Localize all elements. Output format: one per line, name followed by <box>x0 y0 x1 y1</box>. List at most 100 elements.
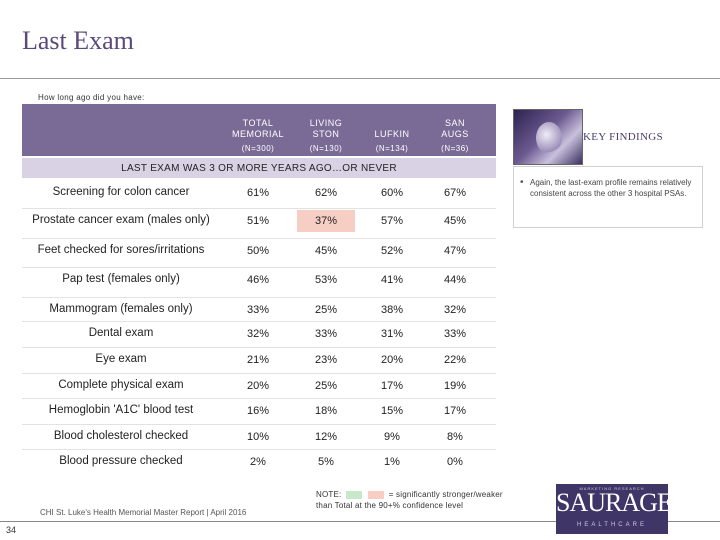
row-divider <box>22 449 496 450</box>
table-cell: 10% <box>246 431 270 443</box>
row-divider <box>22 297 496 298</box>
table-cell: 52% <box>380 245 404 257</box>
table-subheader-band: LAST EXAM WAS 3 OR MORE YEARS AGO…OR NEV… <box>22 158 496 178</box>
note-label: NOTE: <box>316 490 342 499</box>
title-divider <box>0 78 720 79</box>
table-cell: 18% <box>314 405 338 417</box>
survey-question: How long ago did you have: <box>38 93 145 102</box>
key-findings-photo-icon <box>513 109 583 165</box>
row-label: Dental exam <box>88 327 154 339</box>
table-cell: 67% <box>443 187 467 199</box>
column-header: LIVING STON (N=130) <box>294 118 358 154</box>
key-findings-text: Again, the last-exam profile remains rel… <box>530 178 692 198</box>
saurage-logo: MARKETING RESEARCH SAURAGE HEALTHCARE <box>556 484 673 534</box>
table-cell: 41% <box>380 274 404 286</box>
logo-tagline: MARKETING RESEARCH <box>579 486 645 491</box>
column-header-n: (N=300) <box>241 144 275 153</box>
row-label: Eye exam <box>95 353 147 365</box>
table-cell: 32% <box>246 328 270 340</box>
row-label: Complete physical exam <box>58 379 184 391</box>
row-divider <box>22 267 496 268</box>
note-line2: than Total at the 90+% confidence level <box>316 501 464 510</box>
table-cell: 2% <box>250 456 266 468</box>
table-cell: 62% <box>314 187 338 199</box>
table-cell: 37% <box>297 210 355 232</box>
slide-title: Last Exam <box>22 26 134 55</box>
key-findings-title: KEY FINDINGS <box>583 131 663 143</box>
column-header-n: (N=130) <box>309 144 343 153</box>
table-cell: 44% <box>443 274 467 286</box>
logo-wordmark: SAURAGE <box>556 488 673 517</box>
table-cell: 21% <box>246 354 270 366</box>
column-header: LUFKIN (N=134) <box>360 118 424 154</box>
row-divider <box>22 424 496 425</box>
table-header-band <box>22 104 496 156</box>
table-cell: 9% <box>384 431 400 443</box>
column-header-line2: MEMORIAL <box>231 129 284 139</box>
table-cell: 45% <box>443 215 467 227</box>
table-cell: 61% <box>246 187 270 199</box>
column-header-line2: AUGS <box>441 129 469 139</box>
page-number: 34 <box>6 525 17 535</box>
row-label: Blood cholesterol checked <box>53 430 189 442</box>
table-cell: 33% <box>314 328 338 340</box>
table-cell: 45% <box>314 245 338 257</box>
table-cell: 46% <box>246 274 270 286</box>
table-cell: 31% <box>380 328 404 340</box>
table-cell: 17% <box>443 405 467 417</box>
table-cell: 23% <box>314 354 338 366</box>
table-cell: 15% <box>380 405 404 417</box>
table-cell: 47% <box>443 245 467 257</box>
row-label: Mammogram (females only) <box>49 303 193 315</box>
table-cell: 22% <box>443 354 467 366</box>
table-cell: 19% <box>443 380 467 392</box>
column-header-line2: LUFKIN <box>374 129 410 139</box>
logo-subline: HEALTHCARE <box>577 522 647 528</box>
table-cell: 20% <box>380 354 404 366</box>
table-cell: 1% <box>384 456 400 468</box>
row-label: Pap test (females only) <box>62 273 180 285</box>
row-divider <box>22 208 496 209</box>
key-findings-box <box>513 166 703 228</box>
table-cell: 25% <box>314 380 338 392</box>
significance-note: NOTE: = significantly stronger/weaker th… <box>316 489 503 511</box>
row-divider <box>22 347 496 348</box>
row-label: Prostate cancer exam (males only) <box>32 214 210 226</box>
key-findings-bullet: • <box>520 177 524 188</box>
table-cell: 8% <box>447 431 463 443</box>
table-cell: 17% <box>380 380 404 392</box>
row-divider <box>22 398 496 399</box>
table-cell: 33% <box>246 304 270 316</box>
table-cell: 57% <box>380 215 404 227</box>
row-label: Screening for colon cancer <box>52 186 190 198</box>
table-cell: 20% <box>246 380 270 392</box>
table-cell: 33% <box>443 328 467 340</box>
stronger-swatch <box>345 490 362 499</box>
row-label: Blood pressure checked <box>59 455 183 467</box>
table-cell: 53% <box>314 274 338 286</box>
table-cell: 5% <box>318 456 334 468</box>
column-header-n: (N=36) <box>441 144 469 153</box>
note-text: = significantly stronger/weaker <box>388 490 503 499</box>
column-header-n: (N=134) <box>375 144 409 153</box>
table-cell: 32% <box>443 304 467 316</box>
table-cell: 51% <box>246 215 270 227</box>
weaker-swatch <box>368 490 385 499</box>
row-divider <box>22 373 496 374</box>
column-header-line2: STON <box>312 129 340 139</box>
column-header-line1: SAN <box>444 118 465 128</box>
row-divider <box>22 321 496 322</box>
table-cell: 60% <box>380 187 404 199</box>
row-label: Hemoglobin 'A1C' blood test <box>48 404 194 416</box>
footer-source: CHI St. Luke's Health Memorial Master Re… <box>40 508 247 517</box>
table-cell: 25% <box>314 304 338 316</box>
page-footer-bar: 34 <box>0 521 720 540</box>
column-header-line1: TOTAL <box>242 118 274 128</box>
row-label: Feet checked for sores/irritations <box>37 244 205 256</box>
table-subheader-label: LAST EXAM WAS 3 OR MORE YEARS AGO…OR NEV… <box>121 163 397 174</box>
column-header: SAN AUGS (N=36) <box>423 118 487 154</box>
column-header-line1: LIVING <box>309 118 343 128</box>
table-cell: 38% <box>380 304 404 316</box>
table-cell: 50% <box>246 245 270 257</box>
table-cell: 0% <box>447 456 463 468</box>
